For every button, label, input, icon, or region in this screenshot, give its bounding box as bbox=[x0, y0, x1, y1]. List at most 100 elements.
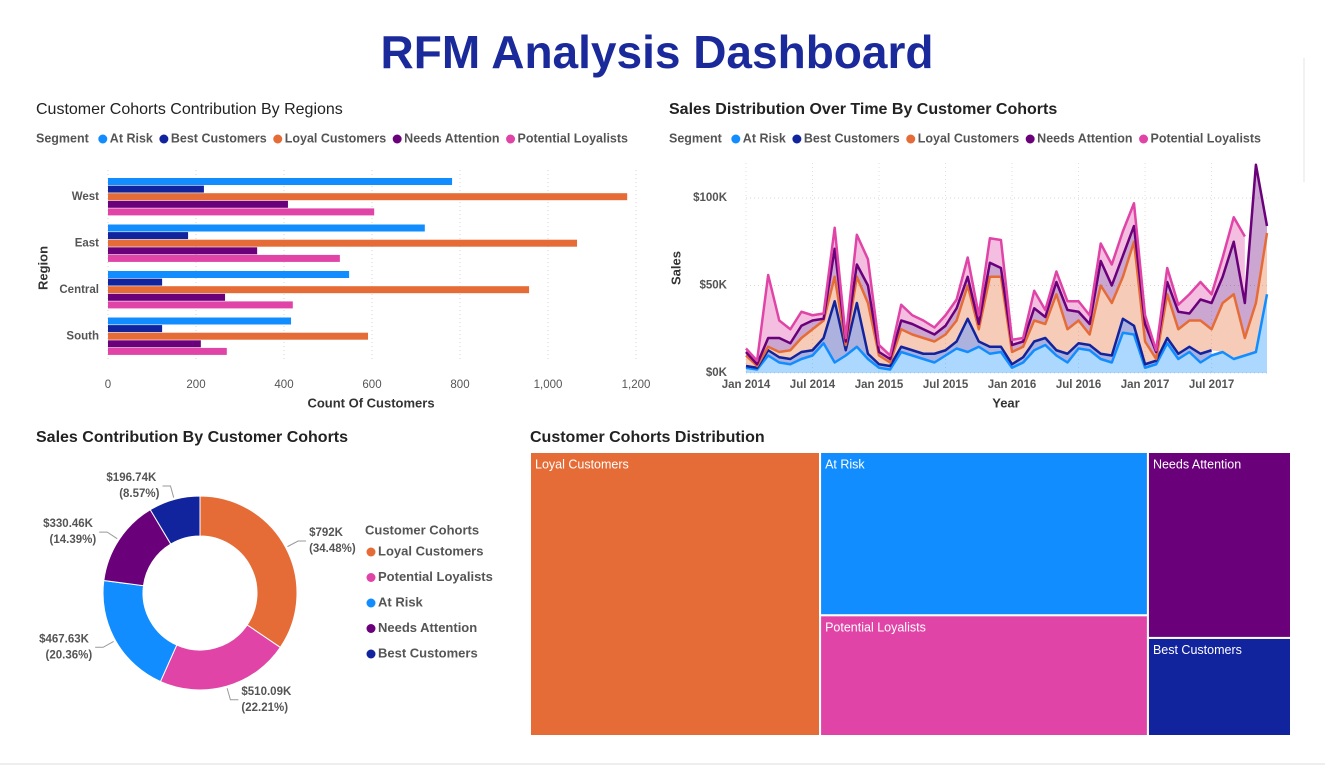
legend-marker bbox=[731, 134, 741, 144]
x-tick-label: 1,200 bbox=[622, 379, 651, 391]
tile-label: Needs Attention bbox=[1153, 457, 1241, 471]
chart-title: Sales Contribution By Customer Cohorts bbox=[36, 429, 348, 446]
bar bbox=[108, 332, 369, 340]
bar bbox=[108, 347, 227, 355]
y-axis-title: Sales bbox=[668, 251, 683, 285]
legend-marker bbox=[98, 134, 108, 144]
leader-line bbox=[95, 640, 114, 648]
leader-line bbox=[287, 540, 307, 548]
data-label: $330.46K (14.39%) bbox=[43, 518, 96, 546]
x-tick-label: Jul 2017 bbox=[1189, 379, 1234, 391]
legend-label: Potential Loyalists bbox=[518, 131, 628, 145]
bar bbox=[108, 224, 425, 232]
tile-label: Loyal Customers bbox=[535, 457, 629, 471]
bar bbox=[108, 208, 375, 216]
legend-title: Segment bbox=[669, 131, 723, 145]
x-tick-label: 0 bbox=[105, 379, 111, 391]
y-tick-label: East bbox=[75, 238, 99, 250]
bar bbox=[108, 340, 201, 348]
tile-label: At Risk bbox=[825, 457, 865, 471]
legend-marker bbox=[1139, 134, 1149, 144]
legend-marker bbox=[506, 134, 516, 144]
bar bbox=[108, 185, 204, 193]
legend-label: Potential Loyalists bbox=[378, 569, 493, 584]
bar bbox=[108, 317, 292, 325]
bar bbox=[108, 247, 258, 255]
y-axis-title: Region bbox=[35, 246, 50, 290]
x-tick-label: 1,000 bbox=[534, 379, 563, 391]
x-tick-label: Jan 2017 bbox=[1121, 379, 1170, 391]
bar bbox=[108, 286, 530, 294]
x-axis-title: Count Of Customers bbox=[307, 395, 434, 410]
legend-label: At Risk bbox=[378, 594, 424, 609]
tile-label: Best Customers bbox=[1153, 643, 1242, 657]
tile-label: Potential Loyalists bbox=[825, 621, 926, 635]
area-fill bbox=[746, 294, 1267, 373]
legend-marker bbox=[366, 624, 376, 633]
legend-marker bbox=[1025, 134, 1035, 144]
legend-marker bbox=[792, 134, 802, 144]
x-tick-label: Jan 2016 bbox=[988, 379, 1037, 391]
legend-label: Best Customers bbox=[804, 131, 900, 145]
legend-title: Segment bbox=[36, 131, 90, 145]
bar bbox=[108, 193, 628, 201]
bar bbox=[108, 271, 350, 278]
data-label: $510.09K (22.21%) bbox=[241, 686, 294, 714]
treemap-tile bbox=[819, 614, 1149, 737]
x-tick-label: 800 bbox=[450, 379, 469, 391]
chart-title: Customer Cohorts Contribution By Regions bbox=[36, 101, 343, 118]
x-tick-label: 600 bbox=[362, 379, 381, 391]
x-tick-label: Jan 2014 bbox=[722, 379, 771, 391]
legend-label: Needs Attention bbox=[1037, 131, 1132, 145]
leader-line bbox=[226, 688, 239, 701]
leader-line bbox=[99, 531, 118, 540]
dashboard-title: RFM Analysis Dashboard bbox=[381, 26, 934, 78]
chart-title: Customer Cohorts Distribution bbox=[530, 429, 765, 446]
data-label: $792K (34.48%) bbox=[309, 527, 356, 555]
legend-label: Best Customers bbox=[378, 645, 478, 660]
legend-label: At Risk bbox=[110, 131, 153, 145]
legend-marker bbox=[366, 573, 376, 582]
legend-label: Potential Loyalists bbox=[1151, 131, 1261, 145]
x-tick-label: Jul 2015 bbox=[923, 379, 969, 391]
bar bbox=[108, 178, 453, 185]
legend-label: Needs Attention bbox=[404, 131, 499, 145]
y-tick-label: $100K bbox=[693, 192, 728, 204]
legend-marker bbox=[159, 134, 169, 144]
legend-title: Customer Cohorts bbox=[365, 522, 479, 537]
area-line bbox=[745, 163, 1269, 366]
area-line bbox=[745, 294, 1269, 371]
bar bbox=[108, 301, 293, 309]
legend-marker bbox=[366, 649, 376, 659]
donut-slice bbox=[199, 495, 298, 649]
legend-label: Best Customers bbox=[171, 131, 267, 145]
treemap-tile bbox=[819, 451, 1149, 617]
donut-slice bbox=[149, 495, 201, 545]
legend-marker bbox=[392, 134, 402, 144]
y-tick-label: South bbox=[66, 331, 99, 343]
legend-label: Needs Attention bbox=[378, 620, 477, 635]
bar bbox=[108, 239, 578, 247]
treemap-tile bbox=[1146, 636, 1293, 738]
leader-line bbox=[162, 485, 175, 498]
x-tick-label: Jan 2015 bbox=[855, 379, 904, 391]
treemap-tile bbox=[529, 451, 822, 737]
legend-marker bbox=[366, 598, 376, 608]
legend-marker bbox=[273, 134, 283, 144]
x-tick-label: 400 bbox=[274, 379, 293, 391]
bar bbox=[108, 293, 226, 301]
x-tick-label: Jul 2014 bbox=[790, 379, 836, 391]
legend-label: Loyal Customers bbox=[285, 131, 386, 145]
bar bbox=[108, 200, 288, 208]
y-tick-label: West bbox=[72, 191, 99, 203]
x-tick-label: 200 bbox=[186, 379, 205, 391]
y-tick-label: $50K bbox=[700, 280, 728, 292]
x-tick-label: Jul 2016 bbox=[1056, 379, 1101, 391]
area-line bbox=[745, 202, 1246, 362]
legend-label: Loyal Customers bbox=[378, 543, 483, 558]
area-line bbox=[745, 300, 1212, 369]
chart-title: Sales Distribution Over Time By Customer… bbox=[669, 101, 1057, 118]
data-label: $196.74K (8.57%) bbox=[106, 472, 159, 500]
